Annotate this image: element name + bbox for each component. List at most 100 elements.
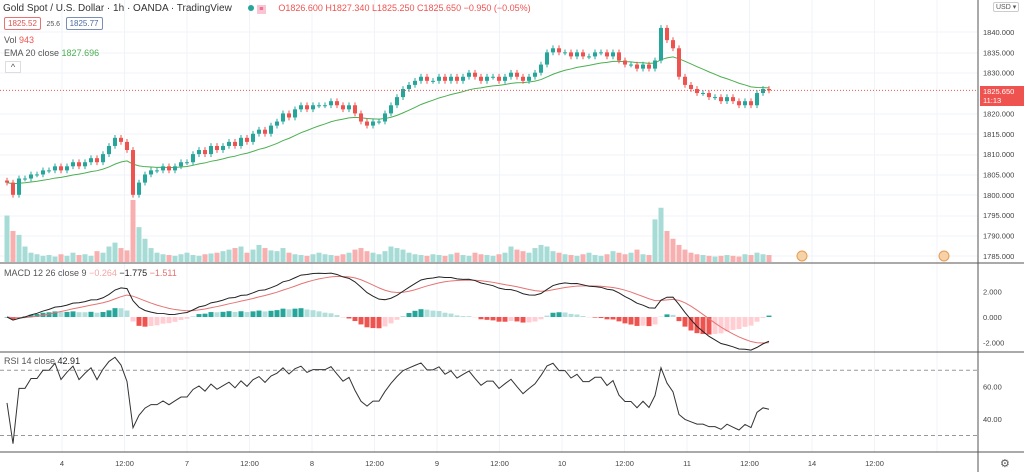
volume-bar: [670, 238, 676, 262]
rsi-legend[interactable]: RSI 14 close 42.91: [4, 356, 81, 366]
candle-body: [275, 121, 279, 126]
volume-bar: [244, 252, 250, 262]
macd-histogram-bar: [628, 317, 634, 325]
close-value: C1825.650: [417, 3, 462, 13]
macd-histogram-bar: [418, 309, 424, 317]
volume-bar: [346, 252, 352, 262]
candle-body: [665, 27, 669, 41]
candle-body: [113, 137, 117, 146]
macd-histogram-bar: [412, 310, 418, 317]
volume-bar: [112, 242, 118, 262]
candle-body: [323, 105, 327, 107]
macd-histogram-bar: [10, 317, 16, 320]
currency-select[interactable]: USD ▾: [993, 2, 1020, 12]
volume-bar: [412, 254, 418, 262]
candle-body: [659, 27, 663, 61]
candle-body: [383, 113, 387, 122]
candle-body: [509, 72, 513, 77]
volume-bar: [520, 251, 526, 262]
volume-bar: [526, 252, 532, 262]
macd-histogram-bar: [370, 317, 376, 329]
macd-histogram-bar: [34, 313, 40, 317]
candle-body: [557, 48, 561, 53]
collapse-legend-button[interactable]: ^: [5, 61, 21, 73]
macd-histogram-bar: [430, 310, 436, 317]
settings-gear-icon[interactable]: ⚙: [1000, 458, 1010, 470]
macd-histogram-bar: [88, 311, 94, 317]
time-tick-label: 12:00: [240, 459, 259, 468]
volume-bar: [286, 252, 292, 262]
volume-bar: [328, 255, 334, 262]
volume-bar: [178, 254, 184, 262]
candle-body: [101, 154, 105, 163]
macd-histogram-bar: [604, 317, 610, 320]
macd-histogram-bar: [742, 317, 748, 327]
candle-body: [179, 162, 183, 167]
flag-icon[interactable]: ≡: [256, 5, 266, 14]
volume-bar: [22, 246, 28, 262]
candle-body: [755, 93, 759, 106]
macd-histogram-bar: [94, 312, 100, 317]
volume-legend[interactable]: Vol 943: [4, 35, 35, 45]
volume-bar: [700, 255, 706, 262]
volume-bar: [316, 252, 322, 262]
volume-bar: [322, 254, 328, 262]
volume-bar: [496, 254, 502, 262]
volume-bar: [352, 249, 358, 262]
volume-bar: [742, 254, 748, 262]
volume-bar: [466, 255, 472, 262]
candle-body: [761, 88, 765, 94]
volume-bar: [154, 252, 160, 262]
macd-histogram-bar: [424, 309, 430, 317]
buy-button[interactable]: 1825.77: [65, 17, 103, 30]
macd-histogram-bar: [460, 316, 466, 317]
sell-button[interactable]: 1825.52: [4, 17, 41, 30]
macd-histogram-bar: [676, 317, 682, 322]
macd-histogram-bar: [508, 317, 514, 322]
volume-bar: [250, 249, 256, 262]
candle-body: [353, 105, 357, 114]
volume-bar: [58, 254, 64, 262]
candle-body: [587, 56, 591, 58]
price-tick-label: 1835.000: [983, 48, 1014, 57]
candle-body: [269, 125, 273, 134]
candle-body: [545, 52, 549, 65]
macd-histogram-bar: [214, 312, 220, 317]
volume-bar: [586, 252, 592, 262]
candle-body: [125, 141, 129, 151]
volume-bar: [124, 250, 130, 262]
macd-tick-label: 0.000: [983, 313, 1002, 322]
macd-histogram-bar: [166, 317, 172, 324]
volume-bar: [82, 254, 88, 262]
candle-body: [377, 121, 381, 123]
volume-bar: [424, 255, 430, 262]
macd-histogram-bar: [706, 317, 712, 335]
macd-histogram-bar: [376, 317, 382, 329]
candle-body: [293, 109, 297, 118]
candle-body: [551, 48, 555, 53]
price-tick-label: 1805.000: [983, 170, 1014, 179]
candle-body: [635, 64, 639, 69]
volume-bar: [436, 255, 442, 262]
macd-legend[interactable]: MACD 12 26 close 9 −0.264 −1.775 −1.511: [4, 268, 177, 278]
macd-histogram-bar: [532, 317, 538, 322]
candle-body: [389, 105, 393, 114]
volume-bar: [508, 246, 514, 262]
candle-body: [617, 52, 621, 61]
macd-histogram-bar: [136, 317, 142, 326]
volume-bar: [280, 248, 286, 262]
macd-histogram-bar: [358, 317, 364, 325]
rsi-tick-label: 40.00: [983, 415, 1002, 424]
macd-histogram-bar: [64, 311, 70, 317]
macd-histogram-bar: [760, 317, 766, 318]
symbol-title[interactable]: Gold Spot / U.S. Dollar · 1h · OANDA · T…: [3, 3, 232, 14]
macd-histogram-bar: [490, 317, 496, 321]
volume-bar: [400, 249, 406, 262]
time-tick-label: 12:00: [615, 459, 634, 468]
volume-bar: [664, 231, 670, 262]
economic-event-icon: [938, 250, 950, 262]
ema-legend[interactable]: EMA 20 close 1827.696: [4, 48, 100, 58]
macd-histogram-bar: [592, 317, 598, 318]
candle-body: [341, 105, 345, 110]
